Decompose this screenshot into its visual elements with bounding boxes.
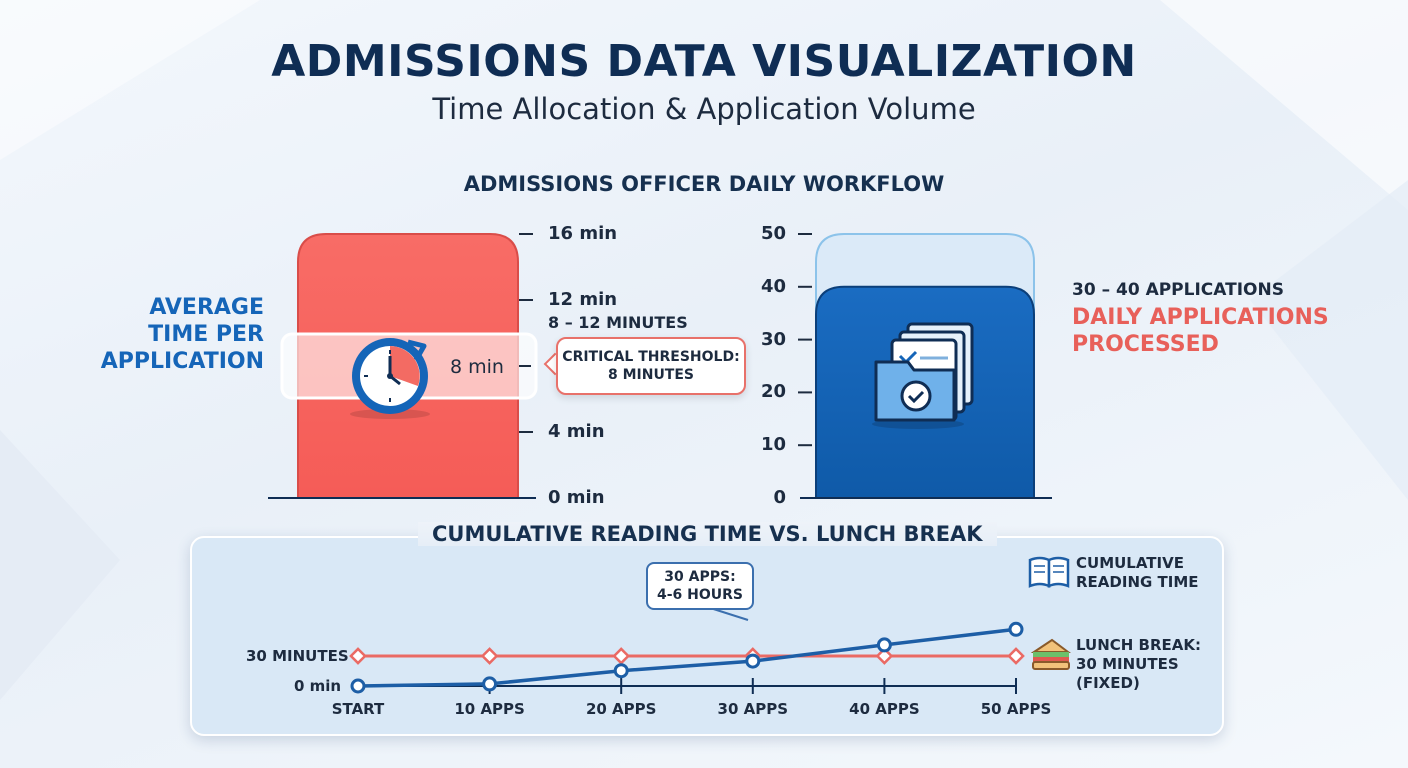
legend-lunch-line-2: 30 MINUTES xyxy=(1076,655,1179,673)
y-label-0-min: 0 min xyxy=(294,677,342,695)
daily-applications-label: DAILY APPLICATIONS PROCESSED xyxy=(1072,305,1329,357)
avg-time-label: AVERAGE TIME PER APPLICATION xyxy=(100,295,264,374)
line-annotation-callout: 30 APPS: 4-6 HOURS xyxy=(646,562,754,610)
apps-tick-label: 50 xyxy=(760,223,786,244)
y-label-30-minutes: 30 MINUTES xyxy=(246,647,349,665)
legend-reading-line-2: READING TIME xyxy=(1076,573,1199,591)
threshold-value-label: 8 min xyxy=(450,356,504,378)
lunch-point xyxy=(612,647,631,665)
callout-line-2: 8 MINUTES xyxy=(607,367,695,383)
x-tick-label: 20 APPS xyxy=(585,700,657,718)
x-tick-label: START xyxy=(331,700,385,718)
apps-tick-label: 10 xyxy=(760,434,786,456)
reading-time-line xyxy=(357,627,1017,688)
reading-point xyxy=(745,653,761,669)
apps-tick-label: 40 xyxy=(760,275,786,297)
x-tick-label: 10 APPS xyxy=(454,700,525,718)
time-tick-label: 0 min xyxy=(548,487,605,508)
sandwich-icon xyxy=(1030,638,1071,670)
reading-point xyxy=(876,637,892,653)
x-tick-label: 40 APPS xyxy=(849,700,920,718)
x-tick-label: 50 APPS xyxy=(980,700,1052,718)
annotation-line-1: 30 APPS: xyxy=(664,569,736,585)
book-icon xyxy=(1028,556,1070,588)
document-folder-icon xyxy=(872,322,974,429)
section-title: ADMISSIONS OFFICER DAILY WORKFLOW xyxy=(463,172,945,196)
legend-reading-line-1: CUMULATIVE xyxy=(1076,554,1184,572)
reading-point xyxy=(482,676,498,692)
lunch-point xyxy=(875,647,894,665)
legend-lunch-line-3: (FIXED) xyxy=(1076,674,1140,692)
line-chart-title: CUMULATIVE READING TIME VS. LUNCH BREAK xyxy=(418,522,997,546)
legend-reading-time: CUMULATIVE READING TIME xyxy=(1076,554,1199,592)
lunch-point xyxy=(349,647,367,665)
lunch-point xyxy=(480,647,499,665)
apps-tick-label: 20 xyxy=(760,381,786,403)
time-tick-label: 4 min xyxy=(548,421,605,442)
x-tick-label: 30 APPS xyxy=(717,700,789,718)
time-tick-label: 16 min xyxy=(548,223,618,244)
time-tick-label: 12 min xyxy=(548,289,618,310)
critical-threshold-callout: CRITICAL THRESHOLD: 8 MINUTES xyxy=(556,337,746,395)
stopwatch-icon xyxy=(350,338,430,419)
reading-point xyxy=(1008,621,1024,637)
legend-lunch-line-1: LUNCH BREAK: xyxy=(1076,636,1202,654)
apps-tick-label: 30 xyxy=(760,328,786,350)
time-range-label: 8 – 12 MINUTES xyxy=(548,313,688,332)
apps-tick-label: 0 xyxy=(773,487,786,508)
annotation-line-2: 4-6 HOURS xyxy=(656,587,744,603)
page-title: ADMISSIONS DATA VISUALIZATION xyxy=(271,36,1137,87)
page-subtitle: Time Allocation & Application Volume xyxy=(432,92,976,126)
reading-point xyxy=(350,678,366,694)
reading-point xyxy=(613,663,629,679)
callout-line-1: CRITICAL THRESHOLD: xyxy=(562,349,740,365)
lunch-point xyxy=(1007,647,1025,665)
daily-count-label: 30 – 40 APPLICATIONS xyxy=(1072,280,1284,300)
legend-lunch-break: LUNCH BREAK: 30 MINUTES (FIXED) xyxy=(1076,636,1201,693)
